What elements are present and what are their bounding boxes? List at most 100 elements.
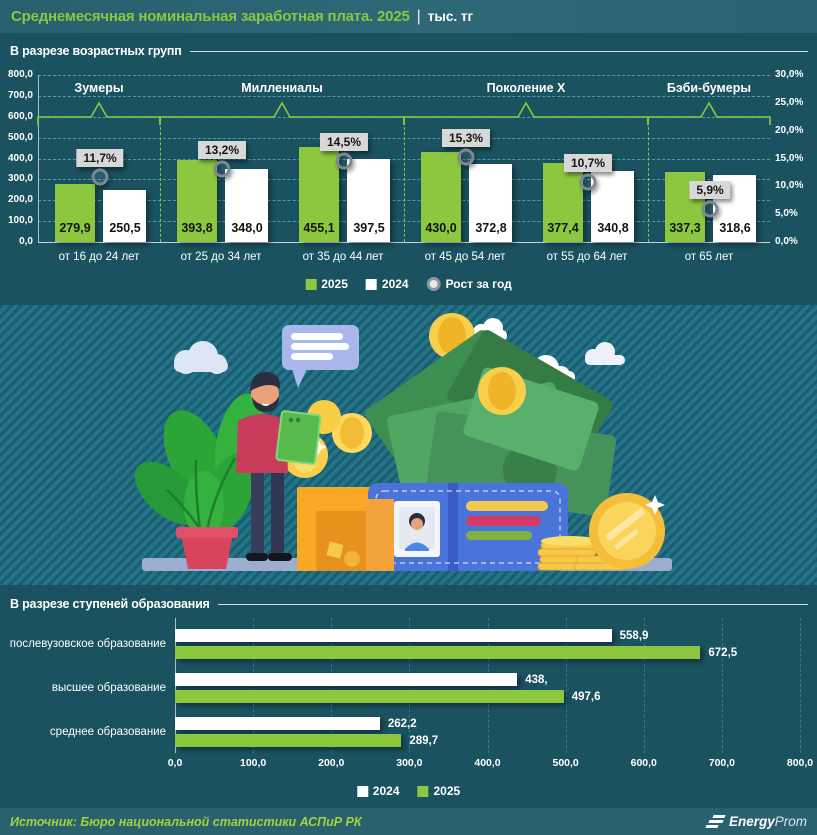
logo-text-light: Prom bbox=[774, 813, 807, 829]
logo-text-bold: Energy bbox=[728, 813, 775, 829]
series-swatch bbox=[365, 278, 377, 290]
bar-value-2024: 340,8 bbox=[597, 221, 629, 235]
category-label: от 35 до 44 лет bbox=[302, 251, 384, 263]
y-axis-tick-left: 100,0 bbox=[7, 215, 33, 227]
speech-bubble bbox=[282, 325, 359, 388]
bar-value-2025: 430,0 bbox=[425, 221, 457, 235]
hbar-2024 bbox=[175, 629, 612, 642]
x-axis-tick: 100,0 bbox=[239, 757, 267, 769]
source-note: Источник: Бюро национальной статистики А… bbox=[10, 814, 362, 829]
hbar-value-2024: 262,2 bbox=[387, 718, 417, 730]
hbar-2024 bbox=[175, 673, 518, 686]
hbar-value-2025: 497,6 bbox=[571, 691, 601, 703]
flower-pot bbox=[181, 535, 233, 569]
category-label: среднее образование bbox=[49, 726, 166, 738]
y-axis-tick-right: 30,0% bbox=[775, 69, 804, 80]
y-axis-tick-left: 700,0 bbox=[7, 89, 33, 101]
heading-rule bbox=[217, 603, 808, 605]
category-label: от 25 до 34 лет bbox=[180, 251, 262, 263]
legend-item: 2024 bbox=[365, 277, 409, 291]
growth-label: 5,9% bbox=[689, 181, 731, 200]
growth-marker-swatch bbox=[426, 277, 441, 291]
category-label: от 16 до 24 лет bbox=[58, 251, 140, 263]
gridline bbox=[721, 618, 723, 753]
bar-2024 bbox=[469, 164, 512, 242]
hbar-value-2025: 289,7 bbox=[409, 735, 439, 747]
bar-value-2024: 372,8 bbox=[475, 221, 507, 235]
growth-label: 11,7% bbox=[76, 148, 124, 167]
legend-label: 2025 bbox=[433, 784, 461, 798]
section-heading-education-label: В разрезе ступеней образования bbox=[10, 597, 210, 611]
category-label: послевузовское образование bbox=[9, 638, 166, 650]
legend-label: 2024 bbox=[381, 277, 409, 291]
hbar-2024 bbox=[175, 717, 380, 730]
bar-value-2025: 377,4 bbox=[547, 221, 579, 235]
folder-box bbox=[297, 487, 374, 571]
section-heading-age-groups: В разрезе возрастных групп bbox=[10, 44, 808, 58]
y-axis-tick-right: 20,0% bbox=[775, 124, 804, 136]
gridline bbox=[38, 95, 770, 97]
x-axis-tick: 600,0 bbox=[630, 757, 657, 769]
category-label: от 55 до 64 лет bbox=[546, 251, 628, 263]
y-axis-tick-right: 25,0% bbox=[775, 96, 804, 108]
money-pile bbox=[282, 330, 617, 517]
growth-label: 13,2% bbox=[197, 140, 247, 159]
hbar-value-2024: 438, bbox=[525, 674, 548, 686]
page-title: Среднемесячная номинальная заработная пл… bbox=[11, 8, 410, 25]
legend-label: 2025 bbox=[321, 277, 348, 291]
title-bar: Среднемесячная номинальная заработная пл… bbox=[0, 0, 817, 33]
gold-coin bbox=[589, 493, 665, 569]
growth-marker bbox=[701, 200, 719, 218]
wallet bbox=[366, 483, 568, 571]
hair bbox=[250, 371, 281, 391]
category-label: высшее образование bbox=[51, 682, 166, 694]
generation-separator bbox=[160, 117, 161, 242]
bar-value-2025: 393,8 bbox=[181, 221, 213, 235]
growth-label: 15,3% bbox=[441, 128, 491, 147]
gridline bbox=[565, 618, 567, 753]
bar-2024 bbox=[591, 170, 634, 242]
bar-value-2024: 318,6 bbox=[719, 221, 751, 235]
x-axis-tick: 700,0 bbox=[708, 757, 736, 769]
card-slot bbox=[466, 516, 541, 526]
bar-2025 bbox=[177, 159, 217, 242]
series-swatch bbox=[417, 785, 429, 797]
growth-label: 14,5% bbox=[319, 133, 369, 152]
x-axis-tick: 200,0 bbox=[318, 757, 345, 769]
hbar-value-2024: 558,9 bbox=[619, 630, 649, 642]
legend-item: 2024 bbox=[356, 784, 400, 798]
legend-item: 2025 bbox=[305, 277, 348, 291]
card-slot bbox=[466, 531, 532, 540]
growth-label: 10,7% bbox=[563, 154, 613, 173]
legend-item: 2025 bbox=[417, 784, 461, 798]
y-axis-tick-left: 800,0 bbox=[7, 69, 33, 80]
bar-2025 bbox=[299, 146, 339, 242]
beard bbox=[252, 396, 279, 412]
bar-value-2025: 455,1 bbox=[303, 221, 335, 235]
title-divider: | bbox=[416, 7, 421, 25]
category-label: от 45 до 54 лет bbox=[424, 251, 506, 263]
generation-label: Миллениалы bbox=[241, 81, 323, 95]
y-axis-tick-right: 15,0% bbox=[775, 152, 804, 164]
bar-2024 bbox=[103, 189, 146, 242]
generation-separator bbox=[648, 117, 649, 242]
category-label: от 65 лет bbox=[684, 251, 734, 263]
footer-bar: Источник: Бюро национальной статистики А… bbox=[0, 808, 817, 835]
generation-label: Поколение X bbox=[486, 81, 566, 95]
x-axis-tick: 400,0 bbox=[474, 757, 501, 769]
y-axis-tick-left: 600,0 bbox=[7, 110, 33, 122]
bar-value-2024: 348,0 bbox=[231, 221, 263, 235]
hbar-value-2025: 672,5 bbox=[708, 647, 738, 659]
bar-value-2025: 337,3 bbox=[669, 221, 701, 235]
y-axis-tick-right: 5,0% bbox=[775, 208, 798, 220]
generation-brace bbox=[403, 101, 649, 125]
y-axis-tick-right: 0,0% bbox=[775, 236, 798, 247]
growth-marker bbox=[213, 160, 231, 178]
x-axis-line bbox=[38, 242, 770, 243]
growth-marker bbox=[457, 148, 475, 166]
bar-value-2024: 397,5 bbox=[353, 221, 385, 235]
title-units: тыс. тг bbox=[427, 9, 474, 24]
x-axis-tick: 500,0 bbox=[552, 757, 579, 769]
gridline bbox=[800, 618, 801, 753]
series-swatch bbox=[356, 785, 368, 797]
